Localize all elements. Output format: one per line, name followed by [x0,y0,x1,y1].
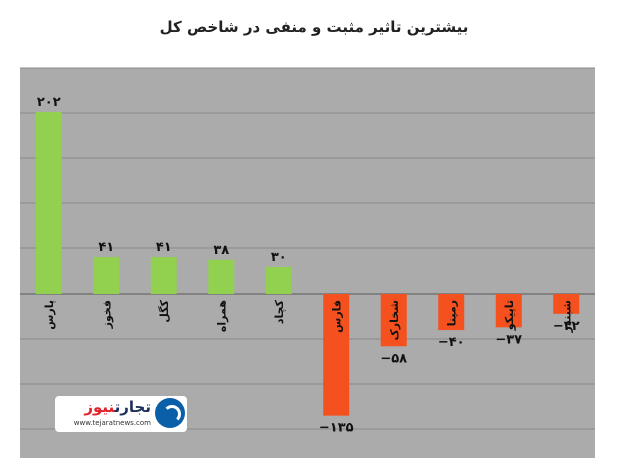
category-label: همراه [215,300,228,332]
bar [495,294,522,328]
data-label: ۳۸ [213,243,229,258]
bar [35,111,62,294]
category-label: شخارک [388,300,401,340]
category-label: تاپیکو [503,300,516,331]
bar [208,259,235,294]
data-label: −۱۳۵ [319,421,354,436]
bar [323,294,350,416]
chart-title: بیشترین تاثیر مثبت و منفی در شاخص کل [159,18,469,36]
data-label: −۴۰ [438,335,465,350]
bar [150,257,177,294]
logo-url: www.tejaratnews.com [73,419,151,427]
grid-lines [20,67,595,430]
category-label: کچاد [273,299,286,324]
category-label: کگل [158,299,171,322]
bar [380,294,407,347]
bar [553,294,580,314]
category-label: رمپنا [445,300,458,326]
data-label: ۲۰۲ [37,95,61,110]
logo-name: تجارتنیوز [84,398,151,416]
bars: ۲۰۲ پارس ۴۱ فخوز ۴۱ کگل ۳۸ همراه ۳۰ کچاد −۱۳۵ فارس −… [35,95,580,436]
category-label: پارس [43,300,56,330]
logo-icon [155,398,185,428]
data-label: −۳۷ [495,332,522,347]
data-label: ۴۱ [156,240,172,255]
data-label: ۴۱ [98,240,114,255]
bar [265,266,292,294]
data-label: −۵۸ [380,351,407,366]
bar [93,257,120,294]
category-label: شبندر [560,300,573,333]
logo-name-part2: نیوز [84,398,115,416]
data-label: −۲۲ [553,319,580,334]
data-label: ۳۰ [271,250,287,265]
category-label: فخوز [100,300,113,329]
category-label: فارس [330,300,343,333]
logo-name-part1: تجارت [114,398,151,416]
bar [438,294,465,331]
tejaratnews-logo: تجارتنیوز www.tejaratnews.com [55,396,187,432]
